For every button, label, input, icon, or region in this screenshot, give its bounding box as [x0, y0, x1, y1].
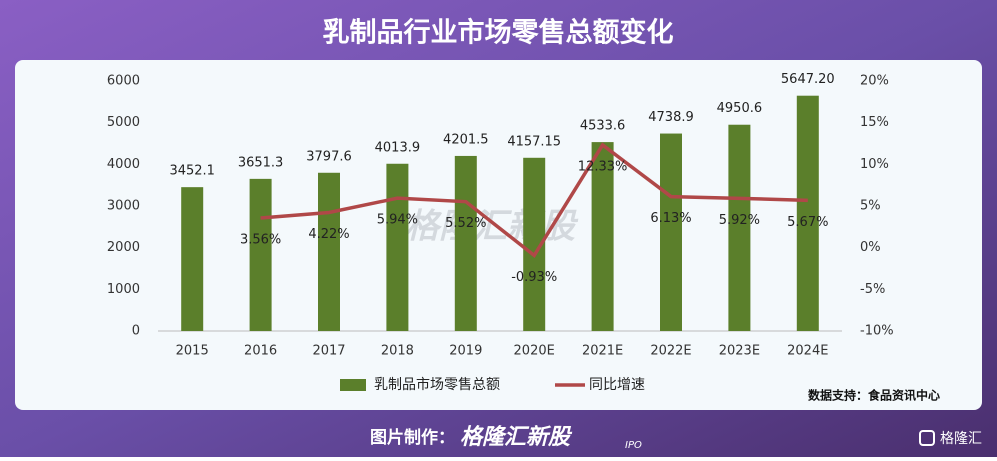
- y2-tick-label: 0%: [860, 240, 881, 255]
- source: 数据支持：食品资讯中心: [808, 388, 940, 403]
- footer-brand: 格隆汇新股: [460, 424, 573, 450]
- x-tick-label: 2015: [176, 344, 209, 359]
- x-tick-label: 2017: [312, 344, 345, 359]
- y2-tick-label: 10%: [860, 157, 889, 172]
- page-title: 乳制品行业市场零售总额变化: [323, 17, 674, 49]
- x-tick-label: 2021E: [582, 344, 623, 359]
- line: [260, 142, 808, 259]
- bar-value-label: 4738.9: [648, 110, 694, 125]
- line-value-label: 5.67%: [787, 215, 828, 230]
- bar-value-label: 4157.15: [507, 134, 561, 149]
- legend-swatch: [340, 379, 366, 391]
- x-tick-label: 2018: [381, 344, 414, 359]
- line-value-label: 5.94%: [377, 213, 418, 228]
- logo-icon: [919, 430, 935, 446]
- bar: [318, 172, 340, 331]
- watermark: 格隆汇新股: [405, 207, 579, 247]
- line-value-label: 6.13%: [650, 211, 691, 226]
- y-tick-label: 5000: [107, 115, 140, 130]
- line-value-label: 12.33%: [578, 159, 628, 174]
- y-tick-label: 6000: [107, 74, 140, 89]
- x-tick-label: 2024E: [787, 344, 828, 359]
- y-tick-label: 3000: [107, 199, 140, 214]
- bar: [796, 95, 819, 331]
- y-tick-label: 4000: [107, 157, 140, 172]
- y2-tick-label: -10%: [860, 324, 894, 339]
- y2-tick-label: 20%: [860, 74, 889, 89]
- x-tick-label: 2022E: [650, 344, 691, 359]
- bar: [591, 142, 614, 331]
- bar-value-label: 3452.1: [169, 164, 215, 179]
- line-value-label: 4.22%: [308, 227, 349, 242]
- y2-tick-label: 15%: [860, 115, 889, 130]
- line-value-label: 5.52%: [445, 216, 486, 231]
- bar-value-label: 4533.6: [580, 119, 626, 134]
- footer-brand-tag: IPO: [625, 440, 642, 451]
- x-tick-label: 2016: [244, 344, 277, 359]
- bar-value-label: 3651.3: [238, 155, 284, 170]
- y-tick-label: 2000: [107, 240, 140, 255]
- bar: [454, 155, 477, 331]
- legend-label: 同比增速: [589, 377, 645, 393]
- bar-value-label: 4013.9: [375, 140, 421, 155]
- line-value-label: 5.92%: [719, 213, 760, 228]
- bar-value-label: 3797.6: [306, 149, 352, 164]
- bar-value-label: 4201.5: [443, 132, 489, 147]
- legend-label: 乳制品市场零售总额: [374, 376, 500, 393]
- line-value-label: 3.56%: [240, 233, 281, 248]
- x-tick-label: 2019: [449, 344, 482, 359]
- y-tick-label: 0: [132, 324, 140, 339]
- bar: [249, 178, 272, 331]
- bar: [181, 187, 204, 331]
- footer-label: 图片制作：: [370, 427, 455, 448]
- x-tick-label: 2023E: [719, 344, 760, 359]
- bar-value-label: 4950.6: [717, 101, 763, 116]
- bar: [386, 163, 409, 331]
- y2-tick-label: -5%: [860, 282, 885, 297]
- bar: [660, 133, 682, 331]
- y-tick-label: 1000: [107, 282, 140, 297]
- footer-logo: 格隆汇: [940, 431, 982, 447]
- bar: [523, 157, 546, 331]
- chart: 0 1000 2000 3000 4000 5000 6000 -10% -5% 0% 5% 10% 1…: [107, 72, 894, 393]
- bar: [728, 124, 751, 331]
- bar-value-label: 5647.20: [781, 72, 835, 87]
- y2-tick-label: 5%: [860, 199, 881, 214]
- line-value-label: -0.93%: [511, 270, 557, 285]
- x-tick-label: 2020E: [514, 344, 555, 359]
